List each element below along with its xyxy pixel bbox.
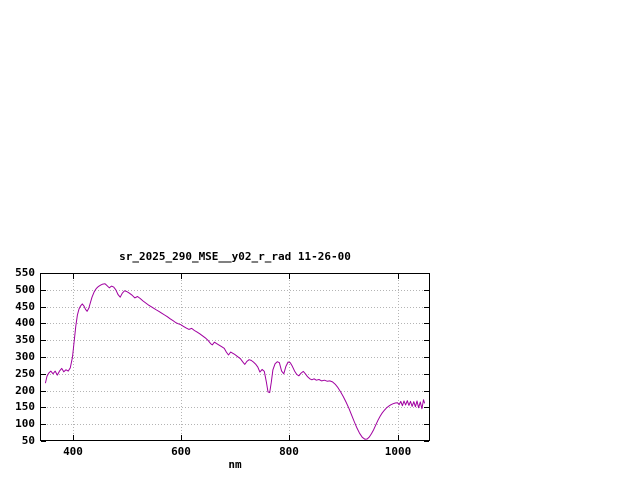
y-tick-label: 200 [15,384,35,397]
y-tick-label: 550 [15,266,35,279]
x-tick-label: 1000 [384,445,412,458]
x-tick-label: 600 [171,445,191,458]
y-tick-label: 100 [15,417,35,430]
plot-border [40,273,430,441]
y-tick-label: 400 [15,316,35,329]
data-series-line [44,283,426,440]
x-tick-label: 400 [63,445,83,458]
x-tick-label: 800 [279,445,299,458]
y-tick-label: 50 [21,434,35,447]
chart-title: sr_2025_290_MSE__y02_r_rad 11-26-00 [119,250,351,263]
y-tick-label: 450 [15,300,35,313]
y-tick-label: 150 [15,400,35,413]
y-tick-label: 300 [15,350,35,363]
y-tick-label: 350 [15,333,35,346]
y-tick-label: 250 [15,367,35,380]
x-axis-label: nm [228,458,242,471]
y-tick-label: 500 [15,283,35,296]
